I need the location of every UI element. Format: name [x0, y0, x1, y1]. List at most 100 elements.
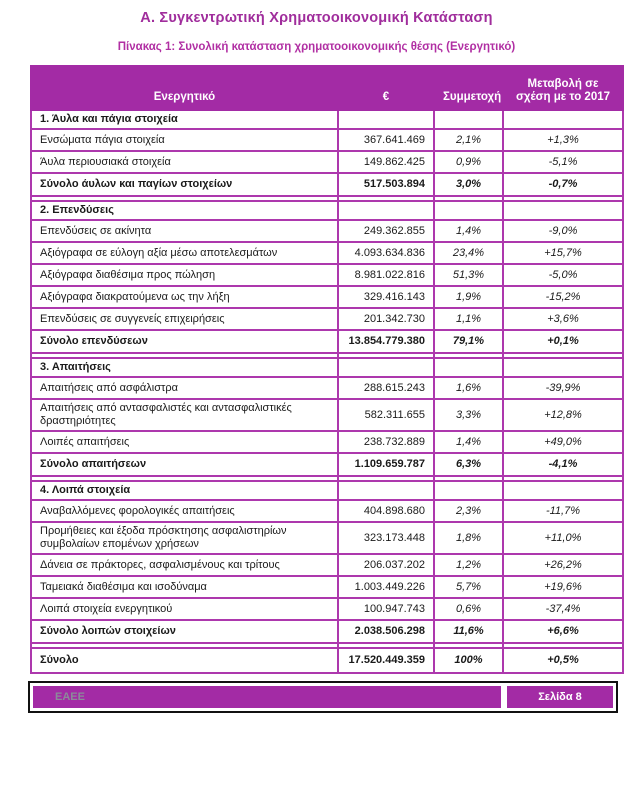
table-row: Επενδύσεις σε συγγενείς επιχειρήσεις 201.… — [30, 307, 624, 331]
section-header-row: 4. Λοιπά στοιχεία — [30, 480, 624, 501]
share-cell: 23,4% — [433, 241, 504, 265]
column-header-change: Μεταβολή σε σχέση με το 2017 — [502, 65, 624, 111]
row-label: Αξιόγραφα διακρατούμενα ως την λήξη — [30, 285, 339, 309]
spacer-cell — [502, 475, 624, 482]
table-row: Επενδύσεις σε ακίνητα 249.362.855 1,4% -9,0… — [30, 219, 624, 243]
row-label: Σύνολο επενδύσεων — [30, 329, 339, 354]
section-total-row: Σύνολο επενδύσεων 13.854.779.380 79,1% +0,1… — [30, 329, 624, 354]
change-cell: +11,0% — [502, 521, 624, 555]
change-cell — [502, 200, 624, 221]
table-caption: Πίνακας 1: Συνολική κατάσταση χρηματοοικ… — [117, 41, 516, 53]
amount-cell: 249.362.855 — [337, 219, 435, 243]
footer-page-label: Σελίδα 8 — [538, 691, 582, 703]
share-cell: 1,4% — [433, 219, 504, 243]
section-title: 3. Απαιτήσεις — [30, 357, 339, 378]
row-label: Σύνολο άυλων και παγίων στοιχείων — [30, 172, 339, 197]
amount-cell: 238.732.889 — [337, 430, 435, 454]
section-title: 1. Άυλα και πάγια στοιχεία — [30, 109, 339, 130]
change-cell — [502, 357, 624, 378]
amount-cell: 2.038.506.298 — [337, 619, 435, 644]
spacer-row — [30, 475, 624, 482]
amount-cell: 8.981.022.816 — [337, 263, 435, 287]
amount-cell: 404.898.680 — [337, 499, 435, 523]
change-cell: +12,8% — [502, 398, 624, 432]
footer-org-label: ΕΑΕΕ — [55, 691, 85, 703]
table-row: Αναβαλλόμενες φορολογικές απαιτήσεις 404.… — [30, 499, 624, 523]
share-cell: 100% — [433, 647, 504, 674]
spacer-cell — [433, 475, 504, 482]
change-cell — [502, 109, 624, 130]
share-cell: 1,6% — [433, 376, 504, 400]
change-cell: -11,7% — [502, 499, 624, 523]
table-row: Απαιτήσεις από αντασφαλιστές και αντασφα… — [30, 398, 624, 432]
row-label: Επενδύσεις σε ακίνητα — [30, 219, 339, 243]
footer-page-badge: Σελίδα 8 — [507, 686, 613, 708]
amount-cell — [337, 357, 435, 378]
table-row: Αξιόγραφα σε εύλογη αξία μέσω αποτελεσμά… — [30, 241, 624, 265]
table-row: Προμήθειες και έξοδα πρόσκτησης ασφαλιστ… — [30, 521, 624, 555]
section-header-row: 2. Επενδύσεις — [30, 200, 624, 221]
table-row: Αξιόγραφα διαθέσιμα προς πώληση 8.981.022… — [30, 263, 624, 287]
row-label: Επενδύσεις σε συγγενείς επιχειρήσεις — [30, 307, 339, 331]
share-cell — [433, 357, 504, 378]
spacer-cell — [433, 642, 504, 649]
table-body: 1. Άυλα και πάγια στοιχεία Ενσώματα πάγια… — [30, 109, 624, 674]
spacer-cell — [337, 195, 435, 202]
amount-cell — [337, 109, 435, 130]
change-cell: -37,4% — [502, 597, 624, 621]
spacer-cell — [502, 195, 624, 202]
amount-cell: 4.093.634.836 — [337, 241, 435, 265]
share-cell: 5,7% — [433, 575, 504, 599]
spacer-cell — [433, 195, 504, 202]
section-total-row: Σύνολο απαιτήσεων 1.109.659.787 6,3% -4,1% — [30, 452, 624, 477]
spacer-row — [30, 352, 624, 359]
row-label: Προμήθειες και έξοδα πρόσκτησης ασφαλιστ… — [30, 521, 339, 555]
change-cell: +0,5% — [502, 647, 624, 674]
change-cell: -0,7% — [502, 172, 624, 197]
section-total-row: Σύνολο λοιπών στοιχείων 2.038.506.298 11,6… — [30, 619, 624, 644]
amount-cell: 149.862.425 — [337, 150, 435, 174]
spacer-cell — [502, 642, 624, 649]
row-label: Ταμειακά διαθέσιμα και ισοδύναμα — [30, 575, 339, 599]
change-cell: +49,0% — [502, 430, 624, 454]
amount-cell: 329.416.143 — [337, 285, 435, 309]
share-cell: 0,9% — [433, 150, 504, 174]
table-row: Αξιόγραφα διακρατούμενα ως την λήξη 329.4… — [30, 285, 624, 309]
row-label: Λοιπά στοιχεία ενεργητικού — [30, 597, 339, 621]
amount-cell: 201.342.730 — [337, 307, 435, 331]
spacer-cell — [337, 352, 435, 359]
row-label: Αξιόγραφα σε εύλογη αξία μέσω αποτελεσμά… — [30, 241, 339, 265]
assets-table: Ενεργητικό € Συμμετοχή Μεταβολή σε σχέση… — [30, 65, 624, 674]
share-cell: 0,6% — [433, 597, 504, 621]
table-row: Λοιπά στοιχεία ενεργητικού 100.947.743 0,6… — [30, 597, 624, 621]
share-cell: 2,1% — [433, 128, 504, 152]
share-cell: 79,1% — [433, 329, 504, 354]
section-title: 2. Επενδύσεις — [30, 200, 339, 221]
spacer-row — [30, 195, 624, 202]
change-cell: -9,0% — [502, 219, 624, 243]
section-total-row: Σύνολο άυλων και παγίων στοιχείων 517.503… — [30, 172, 624, 197]
row-label: Λοιπές απαιτήσεις — [30, 430, 339, 454]
amount-cell — [337, 200, 435, 221]
amount-cell: 100.947.743 — [337, 597, 435, 621]
column-header-euro: € — [337, 65, 435, 111]
grand-total-row: Σύνολο 17.520.449.359 100% +0,5% — [30, 647, 624, 674]
spacer-cell — [337, 475, 435, 482]
amount-cell: 582.311.655 — [337, 398, 435, 432]
table-row: Ενσώματα πάγια στοιχεία 367.641.469 2,1% +1… — [30, 128, 624, 152]
row-label: Σύνολο απαιτήσεων — [30, 452, 339, 477]
row-label: Απαιτήσεις από ασφάλιστρα — [30, 376, 339, 400]
amount-cell: 288.615.243 — [337, 376, 435, 400]
spacer-cell — [30, 475, 339, 482]
page-title: Α. Συγκεντρωτική Χρηματοοικονομική Κατάσ… — [140, 10, 493, 26]
change-cell: +19,6% — [502, 575, 624, 599]
share-cell: 51,3% — [433, 263, 504, 287]
share-cell: 3,3% — [433, 398, 504, 432]
amount-cell: 1.109.659.787 — [337, 452, 435, 477]
change-cell: +26,2% — [502, 553, 624, 577]
amount-cell — [337, 480, 435, 501]
share-cell: 3,0% — [433, 172, 504, 197]
amount-cell: 367.641.469 — [337, 128, 435, 152]
amount-cell: 13.854.779.380 — [337, 329, 435, 354]
